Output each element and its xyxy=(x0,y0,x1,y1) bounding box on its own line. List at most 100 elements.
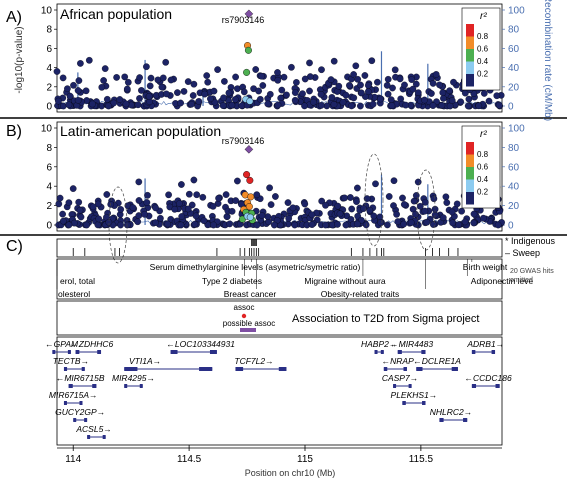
possible-assoc-label: possible assoc xyxy=(223,319,275,328)
b-snp-point xyxy=(385,193,393,200)
a-snp-point xyxy=(306,59,313,67)
b-snp-point xyxy=(453,200,461,208)
a-ld-snp-point xyxy=(244,46,252,54)
a-snp-point xyxy=(228,101,236,109)
a-ytick-label: 0 xyxy=(46,102,52,113)
a-snp-point xyxy=(110,99,118,107)
a-y2tick-label: 100 xyxy=(508,6,525,17)
b-snp-point xyxy=(59,210,66,218)
b-ytick-label: 2 xyxy=(46,201,52,212)
a-snp-point xyxy=(85,56,93,64)
b-snp-point xyxy=(184,205,192,213)
b-ytick-label: 6 xyxy=(46,162,52,173)
b-snp-point xyxy=(461,218,469,226)
a-snp-point xyxy=(219,102,227,109)
b-ld-snp-point xyxy=(245,203,253,211)
a-snp-point xyxy=(317,91,325,98)
b-ld-snp-point xyxy=(246,176,254,184)
gene-exon xyxy=(84,418,88,422)
a-legend-swatch xyxy=(466,61,474,74)
a-snp-point xyxy=(66,92,74,100)
b-snp-point xyxy=(334,202,342,210)
a-snp-point xyxy=(221,78,228,85)
b-snp-point xyxy=(430,195,438,203)
a-y2tick-label: 60 xyxy=(508,44,520,55)
gwas-trait-label: Breast cancer xyxy=(224,289,277,299)
b-ld-snp-point xyxy=(246,213,254,221)
gene-label: HABP2→ xyxy=(361,339,397,349)
a-snp-point xyxy=(136,74,143,81)
b-legend-label: 0.4 xyxy=(477,175,489,184)
b-legend-title: r² xyxy=(480,129,487,140)
b-snp-point xyxy=(318,197,326,205)
a-snp-point xyxy=(100,77,107,84)
b-snp-point xyxy=(347,194,354,201)
gene-label: PLEKHS1→ xyxy=(391,390,438,400)
b-snp-point xyxy=(410,197,418,205)
gene-exon xyxy=(102,435,106,439)
gene-exon xyxy=(393,384,397,388)
a-snp-point xyxy=(188,100,195,108)
a-snp-point xyxy=(457,98,465,106)
a-snp-point xyxy=(55,97,62,105)
b-snp-point xyxy=(301,200,309,208)
gene-track xyxy=(56,336,503,446)
a-snp-point xyxy=(377,95,384,103)
a-ld-snp-point xyxy=(243,68,251,76)
gwas-note-2: omitted xyxy=(510,277,533,284)
a-snp-point xyxy=(438,101,446,109)
b-snp-point xyxy=(192,212,200,220)
gene-exon xyxy=(67,350,71,354)
gene-exon xyxy=(124,367,138,371)
b-snp-point xyxy=(449,219,456,227)
a-snp-point xyxy=(291,96,299,104)
b-snp-point xyxy=(232,197,240,204)
b-snp-point xyxy=(164,220,172,228)
b-ld-snp-point xyxy=(243,171,251,179)
a-snp-point xyxy=(189,92,197,99)
a-snp-point xyxy=(180,88,188,95)
gene-exon xyxy=(124,384,128,388)
b-snp-point xyxy=(399,194,406,202)
a-snp-point xyxy=(89,100,96,108)
panel-a-y2label: Recombination rate (cM/Mb) xyxy=(542,0,553,121)
b-snp-point xyxy=(342,221,350,229)
b-snp-point xyxy=(407,219,415,226)
a-snp-point xyxy=(401,81,408,89)
gene-exon xyxy=(383,367,388,371)
a-snp-point xyxy=(335,82,343,90)
b-y2tick-label: 0 xyxy=(508,221,514,232)
b-ytick-label: 0 xyxy=(46,221,52,232)
a-ytick-label: 4 xyxy=(46,63,52,74)
a-snp-point xyxy=(158,83,166,91)
b-snp-point xyxy=(253,221,261,229)
a-snp-point xyxy=(342,91,350,99)
b-snp-point xyxy=(193,191,201,199)
a-snp-point xyxy=(143,63,150,71)
b-snp-point xyxy=(334,221,341,228)
b-snp-point xyxy=(200,217,208,225)
b-snp-point xyxy=(322,221,329,229)
a-snp-point xyxy=(255,87,262,95)
b-ytick-label: 8 xyxy=(46,143,52,154)
sweep-ellipse-2 xyxy=(364,153,384,247)
a-snp-point xyxy=(210,87,218,95)
a-snp-point xyxy=(77,60,84,67)
a-snp-point xyxy=(122,100,130,108)
a-snp-point xyxy=(358,89,365,97)
b-snp-point xyxy=(384,221,391,229)
b-snp-point xyxy=(470,210,478,218)
b-snp-point xyxy=(65,199,73,207)
a-snp-point xyxy=(64,85,71,93)
a-snp-point xyxy=(258,72,265,80)
b-snp-point xyxy=(223,213,231,220)
a-snp-point xyxy=(432,71,440,78)
b-ytick-label: 10 xyxy=(41,124,53,135)
a-snp-point xyxy=(190,80,198,88)
gwas-note-1: 20 GWAS hits xyxy=(510,268,554,275)
b-snp-point xyxy=(199,193,207,201)
b-snp-point xyxy=(210,221,217,229)
gene-exon xyxy=(73,418,77,422)
assoc-label: assoc xyxy=(234,303,255,312)
